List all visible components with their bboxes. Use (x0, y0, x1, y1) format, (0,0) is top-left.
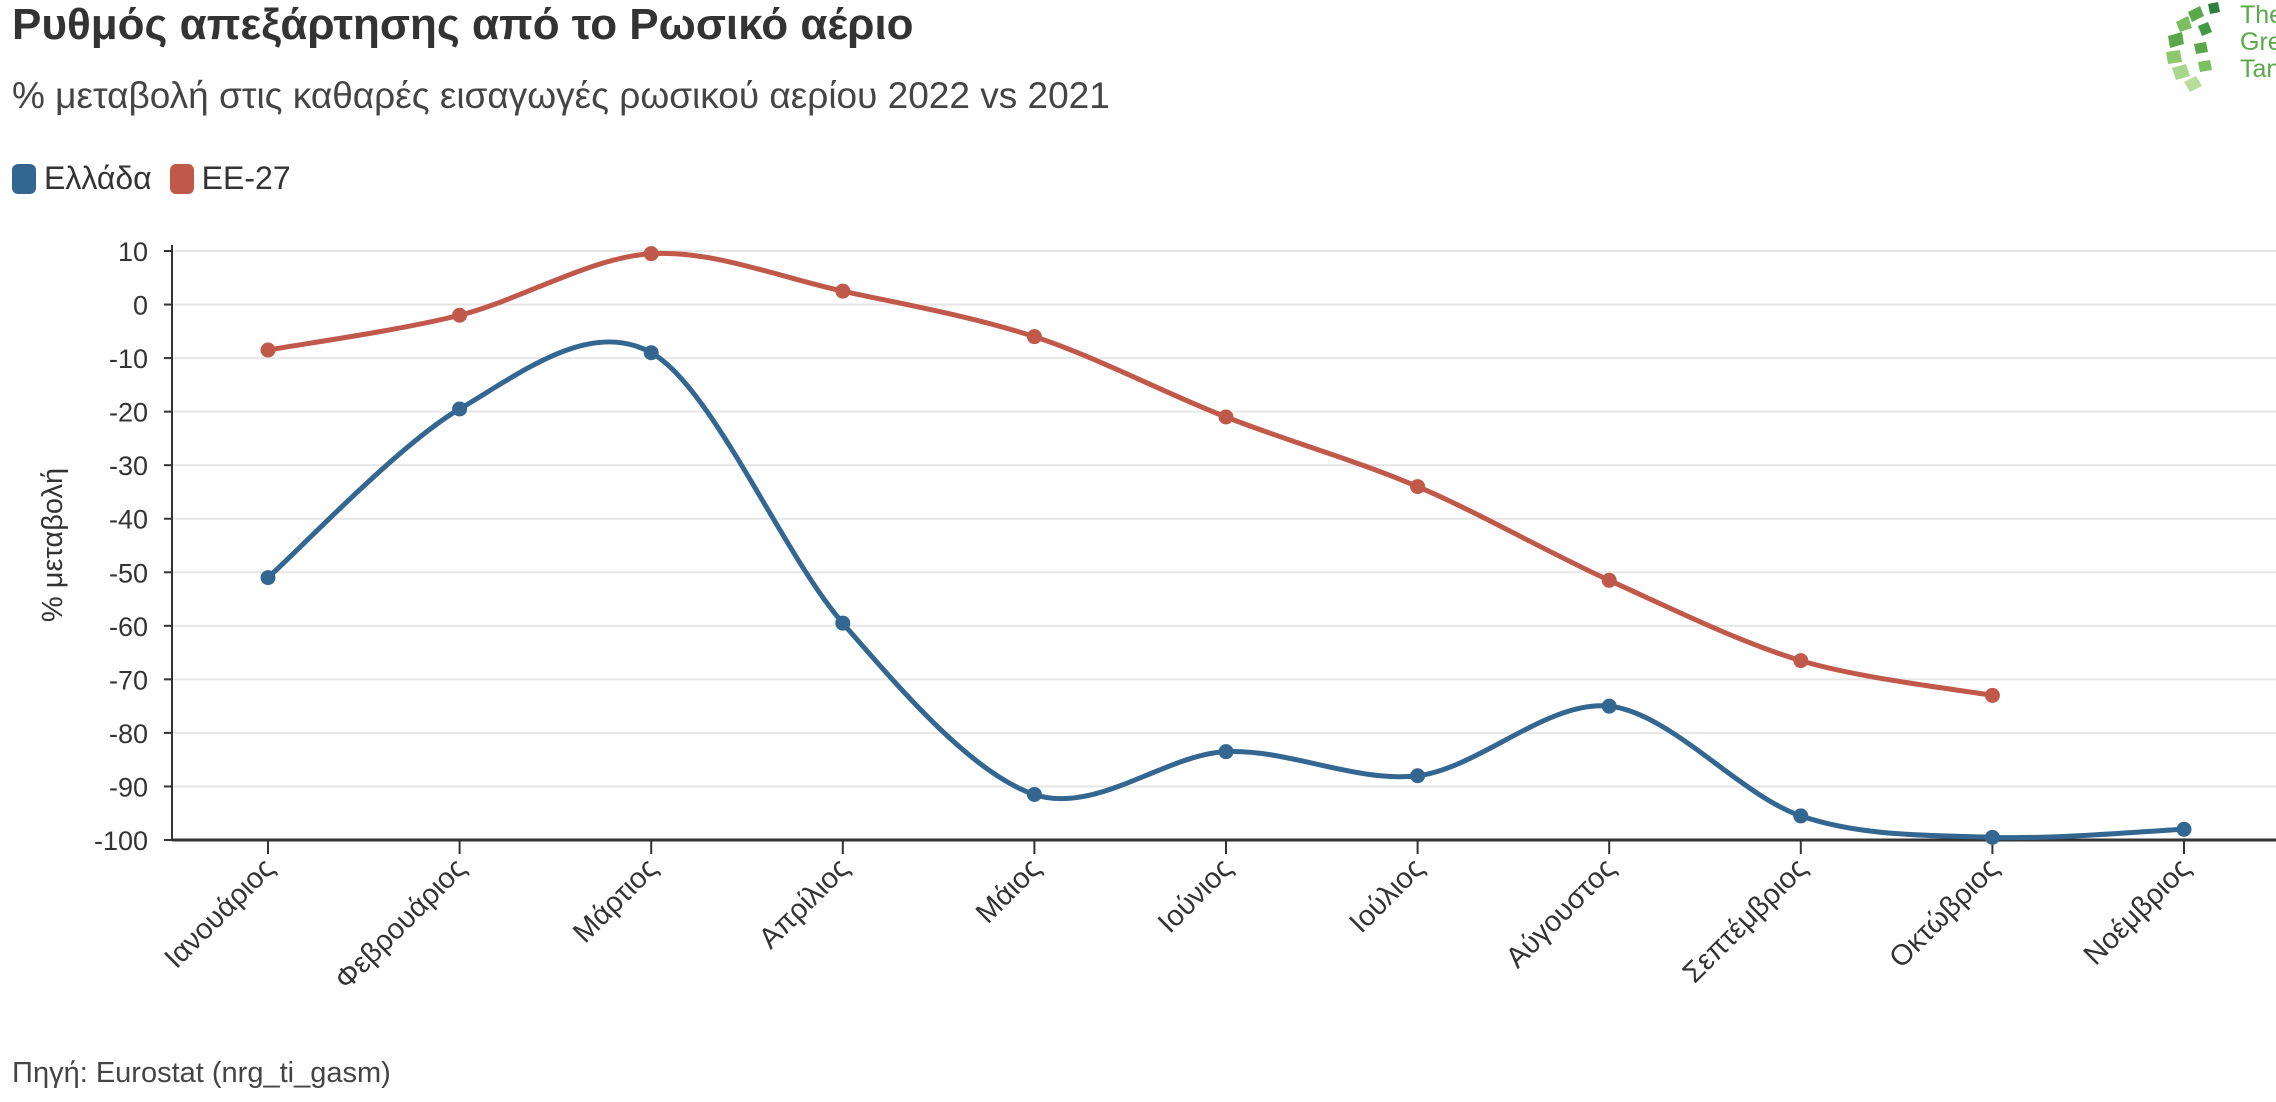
x-tick-label: Σεπτέμβριος (1677, 852, 1814, 989)
y-tick-label: -10 (109, 344, 148, 374)
legend-label-greece: Ελλάδα (44, 160, 152, 196)
x-tick-label: Αύγουστος (1500, 852, 1622, 974)
y-tick-label: 10 (118, 237, 148, 267)
y-tick-label: -60 (109, 612, 148, 642)
grid-lines (172, 250, 2276, 788)
data-point-greece[interactable] (1984, 829, 2000, 845)
y-tick-label: -90 (109, 772, 148, 802)
data-point-greece[interactable] (1026, 786, 1042, 802)
data-point-greece[interactable] (2176, 821, 2192, 837)
legend: Ελλάδα ΕΕ-27 (12, 160, 309, 197)
data-point-greece[interactable] (1410, 768, 1426, 784)
data-point-greece[interactable] (643, 345, 659, 361)
x-tick-label: Ιανουάριος (159, 852, 281, 974)
data-point-greece[interactable] (1793, 808, 1809, 824)
x-tick-label: Απρίλιος (753, 852, 856, 955)
axes: 10 0 -10 -20 -30 -40 -50 -60 -70 -80 -90 -100 Ιανουά… (94, 237, 2276, 996)
x-tick-label: Μάρτιος (567, 852, 664, 949)
logo-line-3: Tank (2240, 55, 2276, 83)
y-tick-label: -20 (109, 398, 148, 428)
x-tick-label: Μάιος (970, 852, 1047, 929)
chart-title: Ρυθμός απεξάρτησης από το Ρωσικό αέριο (12, 0, 914, 49)
x-tick-label: Ιούλιος (1344, 852, 1431, 939)
x-tick-label: Φεβρουάριος (329, 852, 473, 996)
data-point-eu27[interactable] (1410, 479, 1426, 495)
greentank-logo-icon (2166, 2, 2220, 92)
data-point-eu27[interactable] (1984, 687, 2000, 703)
data-point-eu27[interactable] (452, 307, 468, 323)
y-tick-label: -100 (94, 826, 148, 856)
y-tick-label: -80 (109, 719, 148, 749)
y-tick-label: -50 (109, 558, 148, 588)
data-point-eu27[interactable] (1601, 572, 1617, 588)
legend-swatch-eu27 (169, 163, 194, 194)
legend-item-eu27[interactable]: ΕΕ-27 (169, 160, 291, 197)
data-point-eu27[interactable] (643, 246, 659, 262)
y-tick-label: -70 (109, 665, 148, 695)
y-tick-label: 0 (133, 291, 148, 321)
source-note: Πηγή: Eurostat (nrg_ti_gasm) (12, 1057, 391, 1089)
logo-wordmark: The Gree Tank (2240, 2, 2276, 83)
data-point-greece[interactable] (835, 615, 851, 631)
chart-subtitle: % μεταβολή στις καθαρές εισαγωγές ρωσικο… (12, 75, 1110, 116)
data-point-greece[interactable] (452, 401, 468, 417)
legend-item-greece[interactable]: Ελλάδα (12, 160, 152, 197)
data-point-greece[interactable] (260, 570, 276, 586)
y-axis-label: % μεταβολή (37, 468, 69, 622)
legend-label-eu27: ΕΕ-27 (201, 160, 291, 196)
data-point-eu27[interactable] (1026, 329, 1042, 345)
logo-line-1: The (2240, 1, 2276, 29)
data-point-greece[interactable] (1601, 698, 1617, 714)
data-point-eu27[interactable] (835, 283, 851, 299)
y-tick-label: -40 (109, 505, 148, 535)
series-line-greece (265, 339, 2187, 841)
series (260, 246, 2192, 845)
x-tick-label: Νοέμβριος (2078, 852, 2197, 971)
x-tick-label: Οκτώβριος (1883, 852, 2005, 974)
data-point-eu27[interactable] (1793, 653, 1809, 669)
y-tick-label: -30 (109, 451, 148, 481)
logo-line-2: Gree (2240, 28, 2276, 56)
legend-swatch-greece (12, 163, 36, 194)
x-tick-label: Ιούνιος (1152, 852, 1239, 939)
data-point-greece[interactable] (1218, 744, 1234, 760)
series-line-eu27 (265, 250, 1995, 698)
data-point-eu27[interactable] (260, 342, 276, 358)
data-point-eu27[interactable] (1218, 409, 1234, 425)
